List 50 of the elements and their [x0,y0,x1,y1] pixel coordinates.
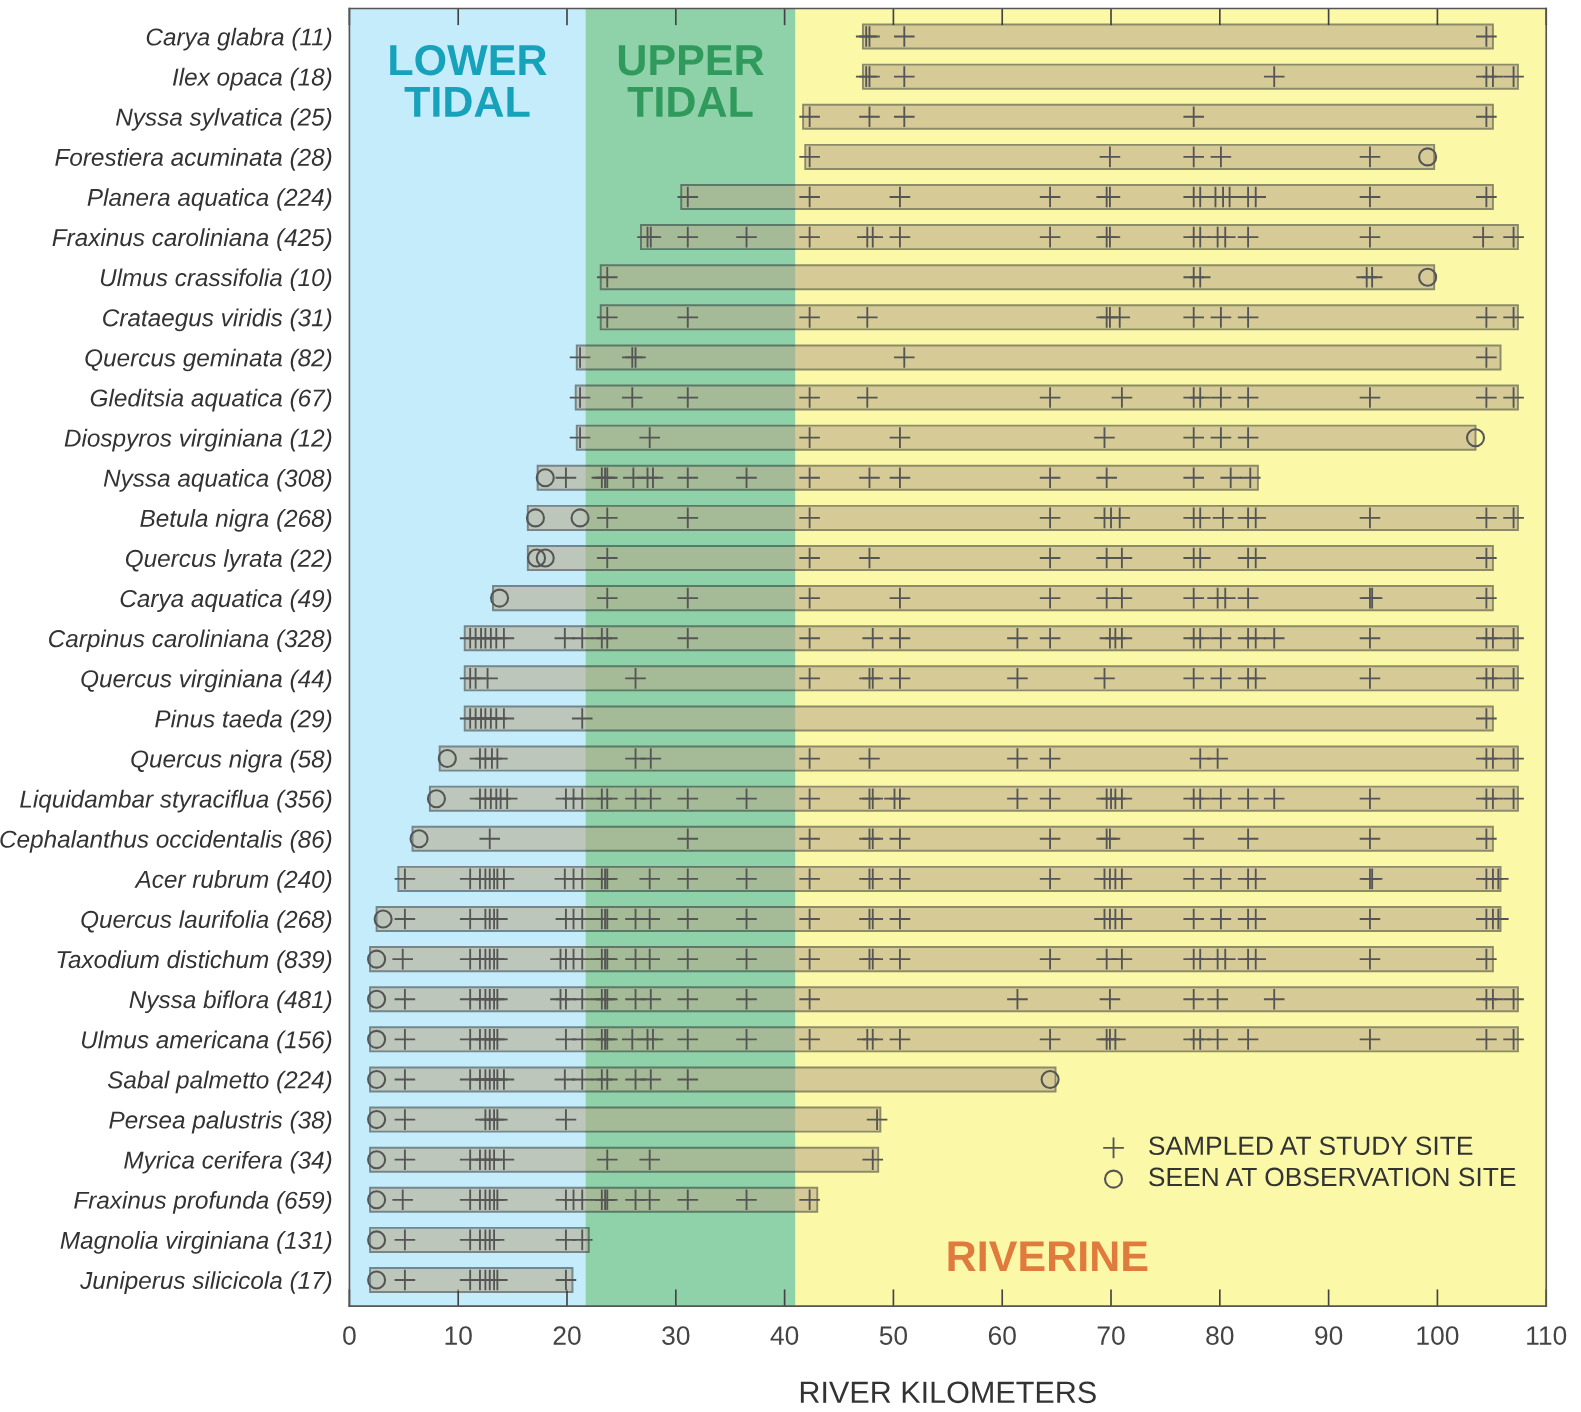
y-tick-label: Carya glabra (11) [146,27,332,51]
legend-label: SEEN AT OBSERVATION SITE [1149,1167,1516,1187]
y-tick-label: Planera aquatica (224) [87,188,332,211]
x-tick-label: 80 [1206,1326,1234,1345]
y-tick-label: Quercus nigra (58) [131,749,332,773]
y-tick-label: Forestiera acuminata (28) [55,148,332,171]
y-tick-label: Sabal palmetto (224) [107,1070,332,1094]
y-tick-label: Ulmus crassifolia (10) [100,268,332,292]
y-tick-label: Quercus lyrata (22) [125,549,332,572]
y-tick-label: Nyssa sylvatica (25) [116,107,332,131]
y-tick-label: Liquidambar styraciflua (356) [20,789,332,813]
y-tick-label: Quercus geminata (82) [85,348,332,372]
y-tick-label: Cephalanthus occidentalis (86) [0,829,332,853]
x-tick-label: 90 [1315,1326,1343,1345]
y-tick-label: Carya aquatica (49) [120,589,332,612]
y-tick-label: Quercus laurifolia (268) [81,910,332,933]
y-tick-label: Diospyros virginiana (12) [64,428,332,452]
band-label: RIVERINE [948,1241,1148,1272]
y-tick-label: Fraxinus profunda (659) [74,1191,332,1214]
y-tick-label: Ulmus americana (156) [81,1030,332,1054]
x-axis-title: RIVER KILOMETERS [800,1381,1096,1404]
x-tick-label: 110 [1527,1326,1567,1345]
x-tick-label: 100 [1417,1326,1459,1345]
y-tick-label: Myrica cerifera (34) [124,1150,332,1174]
y-tick-label: Crataegus viridis (31) [103,308,332,332]
y-tick-label: Carpinus caroliniana (328) [49,629,332,653]
y-tick-label: Persea palustris (38) [109,1110,332,1134]
band-label: UPPER TIDAL [618,45,764,117]
x-tick-label: 10 [445,1326,472,1345]
x-tick-label: 30 [662,1326,690,1345]
y-tick-label: Ilex opaca (18) [172,67,332,91]
y-tick-label: Nyssa biflora (481) [129,990,332,1014]
x-tick-label: 60 [988,1326,1016,1345]
y-tick-label: Nyssa aquatica (308) [103,468,332,492]
y-tick-label: Magnolia virginiana (131) [60,1231,332,1254]
y-tick-label: Acer rubrum (240) [134,870,332,893]
y-tick-label: Gleditsia aquatica (67) [90,388,332,412]
y-tick-label: Taxodium distichum (839) [57,950,332,973]
x-tick-label: 50 [879,1326,908,1345]
y-tick-label: Betula nigra (268) [140,509,332,532]
x-tick-label: 0 [343,1326,356,1345]
x-tick-label: 70 [1097,1326,1125,1345]
y-tick-label: Fraxinus caroliniana (425) [52,228,332,251]
x-tick-label: 20 [553,1326,581,1345]
band-label: LOWER TIDAL [390,44,547,117]
legend-label: SAMPLED AT STUDY SITE [1149,1136,1473,1156]
x-tick-label: 40 [770,1326,799,1345]
y-tick-label: Juniperus silicicola (17) [80,1271,332,1294]
y-tick-label: Quercus virginiana (44) [81,669,332,693]
y-tick-label: Pinus taeda (29) [155,709,332,733]
